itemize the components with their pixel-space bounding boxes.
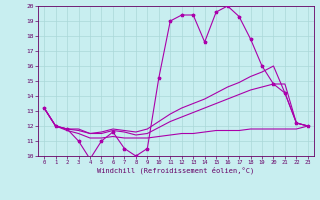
X-axis label: Windchill (Refroidissement éolien,°C): Windchill (Refroidissement éolien,°C)	[97, 167, 255, 174]
